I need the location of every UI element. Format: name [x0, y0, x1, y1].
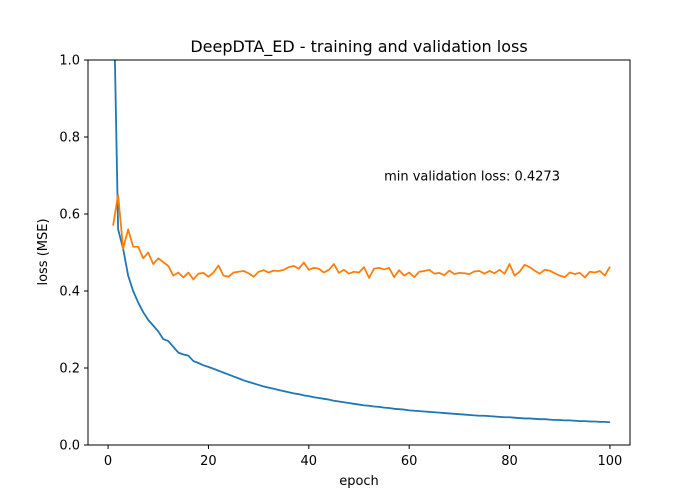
- plot-frame: [87, 59, 631, 446]
- x-tick-label: 40: [301, 454, 318, 469]
- y-tick-label: 0.0: [59, 439, 80, 454]
- y-tick-label: 0.6: [59, 208, 80, 223]
- x-tick-label: 60: [401, 454, 418, 469]
- y-axis-ticks: 0.0 0.2 0.4 0.6 0.8 1.0: [59, 54, 88, 454]
- x-tick-label: 80: [501, 454, 518, 469]
- min-validation-loss-annotation: min validation loss: 0.4273: [384, 170, 560, 185]
- series-line-2: [112, 193, 611, 281]
- series-lines: [112, 60, 611, 424]
- x-tick-label: 20: [200, 454, 217, 469]
- x-axis-ticks: 0 20 40 60 80 100: [104, 445, 622, 469]
- y-tick-label: 0.8: [59, 131, 80, 146]
- x-axis-label: epoch: [339, 474, 379, 489]
- chart-title: DeepDTA_ED - training and validation los…: [190, 37, 527, 57]
- y-tick-label: 0.4: [59, 285, 80, 300]
- y-tick-label: 1.0: [59, 54, 80, 69]
- x-tick-label: 0: [104, 454, 112, 469]
- y-tick-label: 0.2: [59, 362, 80, 377]
- x-tick-label: 100: [598, 454, 623, 469]
- series-line-1: [114, 60, 610, 424]
- y-axis-label: loss (MSE): [36, 218, 51, 285]
